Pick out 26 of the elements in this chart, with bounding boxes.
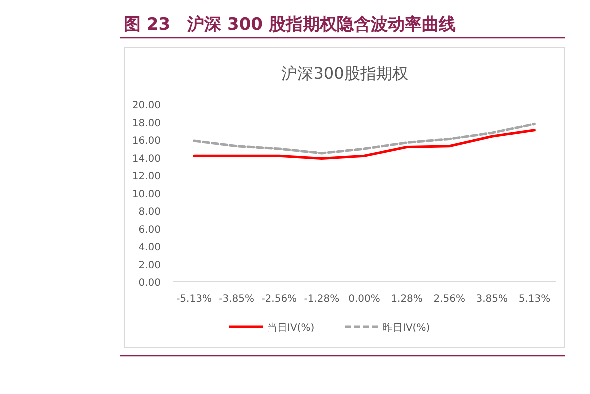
y-tick-label: 10.00: [132, 189, 161, 200]
y-tick-label: 2.00: [138, 260, 161, 272]
x-tick-label: 3.85%: [476, 294, 508, 305]
x-tick-label: 5.13%: [518, 294, 551, 305]
x-tick-label: -2.56%: [262, 294, 298, 305]
x-tick-label: -5.13%: [176, 294, 212, 305]
x-tick-label: -3.85%: [219, 294, 255, 305]
y-tick-label: 12.00: [132, 172, 161, 183]
y-tick-label: 8.00: [138, 207, 161, 218]
x-tick-label: 0.00%: [348, 294, 380, 305]
y-tick-label: 16.00: [132, 136, 161, 148]
line-series: [193, 122, 536, 155]
y-tick-label: 6.00: [138, 224, 161, 236]
line-series: [193, 129, 536, 160]
x-tick-label: 2.56%: [434, 294, 466, 305]
y-tick-label: 0.00: [138, 278, 161, 289]
legend-label: 当日IV(%): [268, 322, 315, 334]
y-tick-label: 18.00: [132, 118, 161, 130]
y-tick-label: 20.00: [132, 100, 161, 112]
chart-title: 图 23 沪深 300 股指期权隐含波动率曲线: [124, 15, 456, 35]
chart-subtitle: 沪深300股指期权: [282, 64, 408, 83]
x-tick-label: 1.28%: [391, 294, 423, 305]
y-tick-label: 4.00: [138, 242, 161, 254]
legend-label: 昨日IV(%): [383, 322, 430, 334]
x-tick-label: -1.28%: [304, 294, 340, 305]
y-tick-label: 14.00: [132, 154, 161, 165]
